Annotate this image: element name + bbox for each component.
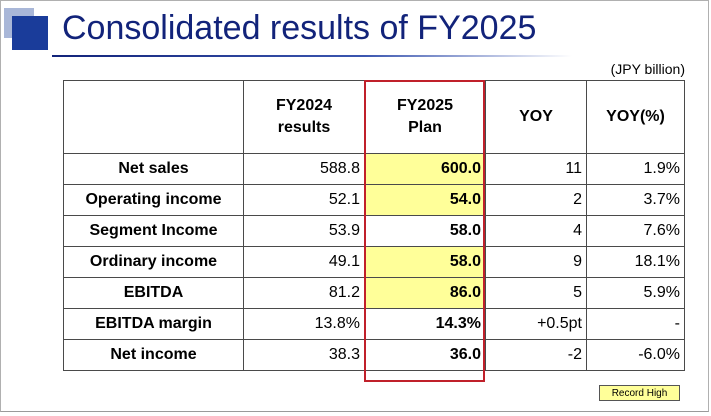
cell-yoy-pct: 18.1% (586, 246, 685, 278)
unit-label: (JPY billion) (610, 61, 685, 77)
cell-yoy: 5 (485, 277, 587, 309)
header-fy2024: FY2024 results (243, 80, 365, 154)
header-empty (63, 80, 244, 154)
cell-fy2025: 36.0 (364, 339, 486, 371)
cell-fy2025: 58.0 (364, 246, 486, 278)
header-fy2024-line2: results (277, 119, 331, 136)
cell-fy2025: 86.0 (364, 277, 486, 309)
cell-yoy-pct: 7.6% (586, 215, 685, 247)
cell-yoy: 2 (485, 184, 587, 216)
table-row: Operating income 52.1 54.0 2 3.7% (63, 184, 685, 216)
header-fy2025: FY2025 Plan (364, 80, 486, 154)
header-yoy-pct: YOY(%) (586, 80, 685, 154)
cell-fy2025: 600.0 (364, 153, 486, 185)
table-row: Net income 38.3 36.0 -2 -6.0% (63, 339, 685, 371)
header-yoy: YOY (485, 80, 587, 154)
table-row: EBITDA margin 13.8% 14.3% +0.5pt - (63, 308, 685, 340)
header-fy2025-line1: FY2025 (396, 97, 454, 114)
row-label: Net sales (63, 153, 244, 185)
row-label: Net income (63, 339, 244, 371)
title-underline (52, 55, 572, 57)
cell-yoy: 4 (485, 215, 587, 247)
table-row: Net sales 588.8 600.0 11 1.9% (63, 153, 685, 185)
cell-fy2025: 14.3% (364, 308, 486, 340)
table-row: EBITDA 81.2 86.0 5 5.9% (63, 277, 685, 309)
cell-fy2024: 53.9 (243, 215, 365, 247)
cell-fy2024: 38.3 (243, 339, 365, 371)
cell-fy2024: 13.8% (243, 308, 365, 340)
cell-yoy-pct: 5.9% (586, 277, 685, 309)
cell-fy2024: 588.8 (243, 153, 365, 185)
header-fy2024-line1: FY2024 (275, 97, 333, 114)
row-label: Ordinary income (63, 246, 244, 278)
cell-yoy: -2 (485, 339, 587, 371)
cell-yoy-pct: 1.9% (586, 153, 685, 185)
cell-fy2025: 54.0 (364, 184, 486, 216)
cell-fy2024: 81.2 (243, 277, 365, 309)
header-fy2025-line2: Plan (408, 119, 442, 136)
cell-yoy: 9 (485, 246, 587, 278)
cell-yoy-pct: -6.0% (586, 339, 685, 371)
cell-yoy-pct: - (586, 308, 685, 340)
results-table: FY2024 results FY2025 Plan YOY YOY(%) Ne… (63, 80, 685, 371)
table-row: Segment Income 53.9 58.0 4 7.6% (63, 215, 685, 247)
cell-yoy-pct: 3.7% (586, 184, 685, 216)
table-row: Ordinary income 49.1 58.0 9 18.1% (63, 246, 685, 278)
cell-yoy: 11 (485, 153, 587, 185)
cell-fy2025: 58.0 (364, 215, 486, 247)
cell-fy2024: 49.1 (243, 246, 365, 278)
page-title: Consolidated results of FY2025 (62, 9, 537, 47)
row-label: EBITDA (63, 277, 244, 309)
row-label: EBITDA margin (63, 308, 244, 340)
header-row: FY2024 results FY2025 Plan YOY YOY(%) (63, 80, 685, 154)
cell-fy2024: 52.1 (243, 184, 365, 216)
title-square-dark (12, 16, 48, 50)
record-high-legend: Record High (599, 385, 680, 401)
cell-yoy: +0.5pt (485, 308, 587, 340)
row-label: Segment Income (63, 215, 244, 247)
row-label: Operating income (63, 184, 244, 216)
